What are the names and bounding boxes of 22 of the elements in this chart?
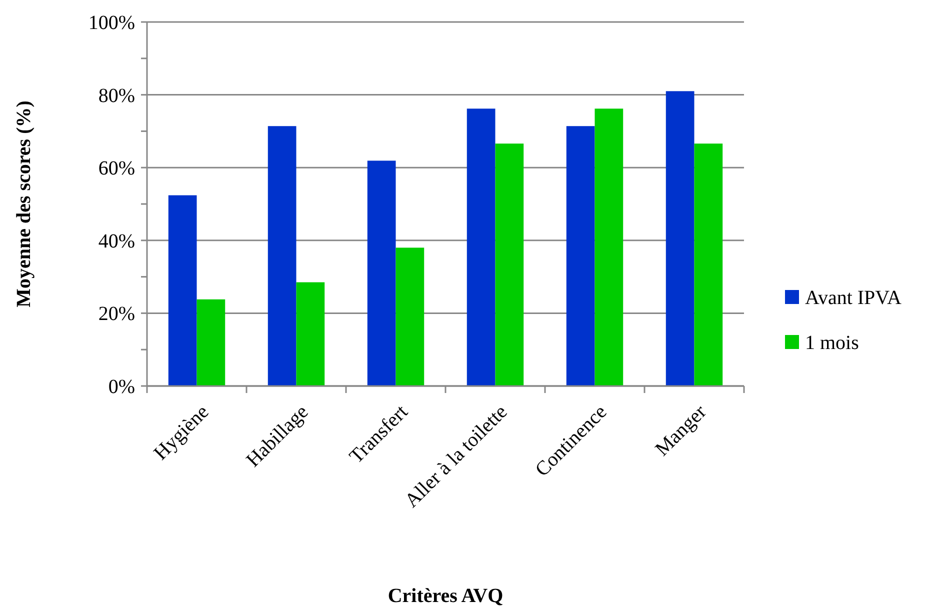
x-axis-title: Critères AVQ [388, 585, 504, 607]
bar [694, 144, 723, 386]
bar [296, 282, 325, 386]
y-tick-label: 80% [98, 84, 135, 107]
bar [396, 248, 424, 386]
y-tick-label: 40% [98, 230, 135, 252]
bar [466, 108, 496, 386]
legend-label: Avant IPVA [805, 287, 902, 309]
bar [594, 108, 624, 386]
y-tick-label: 60% [98, 158, 135, 180]
bar [367, 160, 396, 386]
bar [495, 144, 524, 386]
bar [268, 126, 296, 386]
bar [196, 299, 226, 386]
y-tick-label: 20% [98, 303, 135, 326]
bar [168, 195, 197, 386]
y-axis-title: Moyenne des scores (%) [13, 100, 35, 308]
legend-label: 1 mois [805, 332, 860, 354]
bar [566, 126, 595, 386]
y-tick-label: 0% [108, 376, 135, 398]
bar [666, 91, 694, 386]
y-tick-label: 100% [88, 12, 135, 34]
